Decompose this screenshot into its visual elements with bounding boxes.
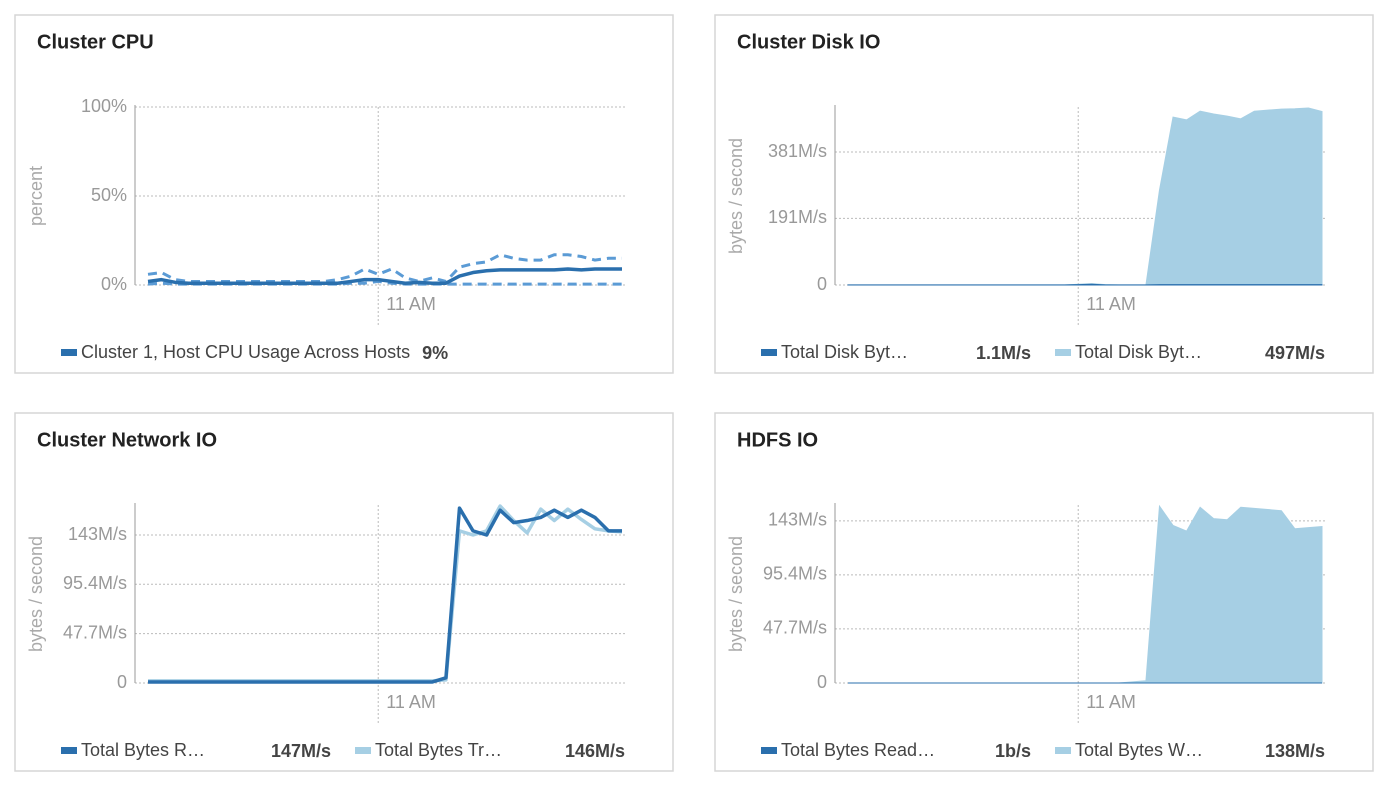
range-line [147, 253, 622, 284]
y-axis-label: bytes / second [26, 536, 46, 652]
y-tick-label: 100% [81, 96, 127, 116]
y-tick-label: 47.7M/s [63, 622, 127, 642]
legend-label: Total Disk Byt… [1075, 342, 1202, 362]
legend-swatch [61, 747, 77, 754]
legend-label: Total Bytes W… [1075, 740, 1203, 760]
y-axis-label: percent [26, 166, 46, 226]
series-area [847, 283, 1323, 286]
x-tick-label: 11 AM [1086, 692, 1136, 712]
legend-value: 9% [422, 343, 448, 363]
legend-swatch [761, 747, 777, 754]
y-tick-label: 381M/s [768, 141, 827, 161]
x-tick-label: 11 AM [386, 294, 436, 314]
legend-swatch [61, 349, 77, 356]
y-tick-label: 95.4M/s [63, 573, 127, 593]
panel-border [14, 412, 674, 772]
legend-label: Total Bytes Read… [781, 740, 935, 760]
y-axis-label: bytes / second [726, 536, 746, 652]
chart-title: Cluster Disk IO [737, 31, 880, 53]
legend-swatch [355, 747, 371, 754]
y-tick-label: 0 [817, 274, 827, 294]
y-tick-label: 143M/s [68, 524, 127, 544]
y-tick-label: 47.7M/s [763, 618, 827, 638]
y-tick-label: 50% [91, 185, 127, 205]
y-tick-label: 0% [101, 274, 127, 294]
series-line [148, 506, 622, 684]
legend-swatch [761, 349, 777, 356]
legend-label: Total Disk Byt… [781, 342, 908, 362]
legend-value: 497M/s [1265, 343, 1325, 363]
legend-value: 1.1M/s [976, 343, 1031, 363]
legend-swatch [1055, 747, 1071, 754]
x-tick-label: 11 AM [1086, 294, 1136, 314]
y-tick-label: 0 [117, 672, 127, 692]
chart-panel: Cluster CPU percent 0% 50% 100% 11 AM Cluster … [14, 14, 674, 374]
legend-value: 138M/s [1265, 741, 1325, 761]
legend-label: Total Bytes Tr… [375, 740, 502, 760]
legend-label: Cluster 1, Host CPU Usage Across Hosts [81, 342, 410, 362]
chart-panel: Cluster Network IO bytes / second 0 47.7M/s… [14, 412, 674, 772]
y-axis-label: bytes / second [726, 138, 746, 254]
legend-value: 147M/s [271, 741, 331, 761]
y-tick-label: 0 [817, 672, 827, 692]
chart-title: HDFS IO [737, 429, 818, 451]
chart-panel: Cluster Disk IO bytes / second 0 191M/s 381M… [714, 14, 1374, 374]
series-line [147, 267, 622, 285]
y-tick-label: 143M/s [768, 510, 827, 530]
legend-value: 146M/s [565, 741, 625, 761]
legend-swatch [1055, 349, 1071, 356]
panel-border [14, 14, 674, 374]
chart-title: Cluster CPU [37, 31, 154, 53]
chart-title: Cluster Network IO [37, 429, 217, 451]
legend-label: Total Bytes R… [81, 740, 205, 760]
y-tick-label: 191M/s [768, 207, 827, 227]
legend-value: 1b/s [995, 741, 1031, 761]
chart-panel: HDFS IO bytes / second 0 47.7M/s 95.4M/s 143M… [714, 412, 1374, 772]
x-tick-label: 11 AM [386, 692, 436, 712]
y-tick-label: 95.4M/s [763, 564, 827, 584]
